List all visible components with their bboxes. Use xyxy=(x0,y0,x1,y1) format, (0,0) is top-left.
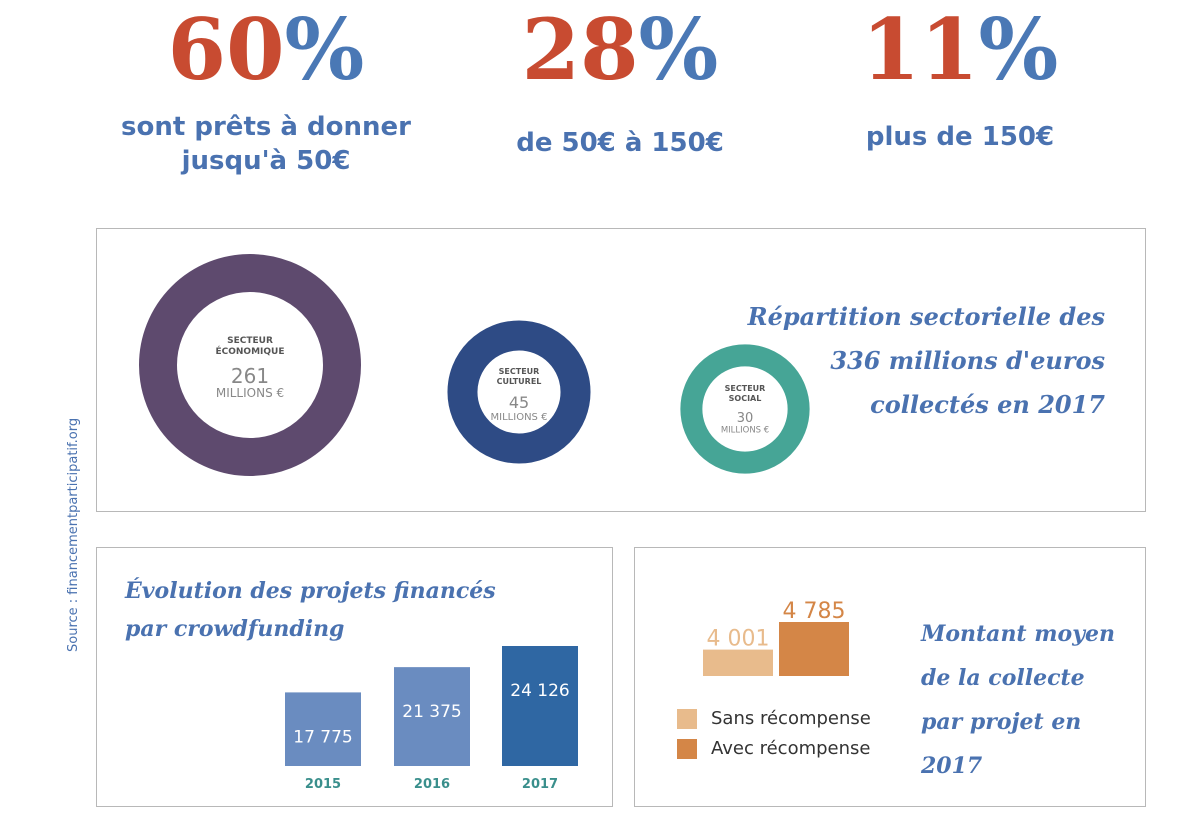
bar-sans-recompense xyxy=(703,649,773,676)
stat-number: 60 xyxy=(167,0,285,99)
donut-ring xyxy=(139,254,361,476)
source-note: Source : financementparticipatif.org xyxy=(66,417,81,652)
projects-bar-chart: 17 775 2015 21 375 2016 24 126 2017 xyxy=(285,646,578,792)
projects-chart-title: Évolution des projets financés par crowd… xyxy=(125,572,496,648)
average-bar-chart: 4 001 4 785 xyxy=(703,599,849,676)
title-line: par projet en 2017 xyxy=(921,709,1082,779)
title-line: par crowdfunding xyxy=(125,616,345,642)
bar-category-label: 2015 xyxy=(305,777,341,792)
title-line: 336 millions d'euros xyxy=(830,346,1105,375)
stat-number: 28 xyxy=(521,0,639,99)
bar-avec-recompense xyxy=(779,622,849,676)
donut-ring xyxy=(680,344,810,474)
title-line: Répartition sectorielle des xyxy=(747,302,1105,331)
stat-caption-line: sont prêts à donner xyxy=(121,112,411,142)
sector-value: 45 xyxy=(509,393,529,412)
sector-unit: MILLIONS € xyxy=(721,426,769,436)
bar-2016 xyxy=(394,667,470,766)
stat-block: 11% plus de 150€ xyxy=(780,0,1140,154)
bar-value-label: 17 775 xyxy=(293,727,352,747)
title-line: de la collecte xyxy=(921,665,1085,691)
legend-swatch xyxy=(677,738,697,759)
bar-2015 xyxy=(285,692,361,766)
bar-value-label: 24 126 xyxy=(510,681,569,701)
stat-caption-line: jusqu'à 50€ xyxy=(181,146,351,176)
sector-label: ÉCONOMIQUE xyxy=(216,345,285,357)
stat-block: 28% de 50€ à 150€ xyxy=(440,0,800,160)
sector-unit: MILLIONS € xyxy=(216,386,284,400)
stat-block: 60% sont prêts à donner jusqu'à 50€ xyxy=(86,0,446,178)
donut-ring xyxy=(447,320,591,464)
sector-value: 261 xyxy=(231,364,269,388)
bar-value-label: 4 001 xyxy=(707,627,770,652)
title-line: Évolution des projets financés xyxy=(125,578,496,604)
percent-sign: % xyxy=(284,0,365,99)
average-chart-title: Montant moyen de la collecte par projet … xyxy=(921,612,1145,788)
bar-value-label: 4 785 xyxy=(783,599,846,624)
legend-item-sans: Sans récompense xyxy=(677,708,871,729)
sector-label: CULTUREL xyxy=(497,377,542,386)
percent-sign: % xyxy=(978,0,1059,99)
stat-caption-line: plus de 150€ xyxy=(865,122,1055,152)
sector-panel: SECTEUR ÉCONOMIQUE 261 MILLIONS € SECTEUR CUL… xyxy=(96,228,1146,512)
legend-swatch xyxy=(677,708,697,729)
legend-item-avec: Avec récompense xyxy=(677,738,871,759)
legend-label: Sans récompense xyxy=(711,708,871,729)
sector-label: SECTEUR xyxy=(227,336,273,346)
legend-label: Avec récompense xyxy=(711,738,871,759)
stat-caption: de 50€ à 150€ xyxy=(440,126,800,160)
sector-chart-title: Répartition sectorielle des 336 millions… xyxy=(748,295,1105,427)
stat-number: 11 xyxy=(861,0,979,99)
title-line: Montant moyen xyxy=(921,621,1115,647)
stat-caption: sont prêts à donner jusqu'à 50€ xyxy=(86,110,446,178)
stat-value: 28% xyxy=(440,0,800,100)
sector-value: 30 xyxy=(737,411,754,426)
sector-unit: MILLIONS € xyxy=(491,412,548,423)
average-panel: 4 001 4 785 Sans récompense Avec récompen… xyxy=(634,547,1146,807)
title-line: collectés en 2017 xyxy=(870,390,1105,419)
sector-label: SECTEUR xyxy=(725,384,766,393)
stat-caption-line: de 50€ à 150€ xyxy=(516,128,724,158)
bar-category-label: 2017 xyxy=(522,777,558,792)
stat-caption: plus de 150€ xyxy=(780,120,1140,154)
projects-panel: Évolution des projets financés par crowd… xyxy=(96,547,613,807)
bar-2017 xyxy=(502,646,578,766)
stat-value: 60% xyxy=(86,0,446,100)
bar-value-label: 21 375 xyxy=(402,702,461,722)
percent-sign: % xyxy=(638,0,719,99)
bar-category-label: 2016 xyxy=(414,777,450,792)
stat-value: 11% xyxy=(780,0,1140,100)
sector-label: SOCIAL xyxy=(729,394,762,403)
sector-label: SECTEUR xyxy=(499,367,540,376)
